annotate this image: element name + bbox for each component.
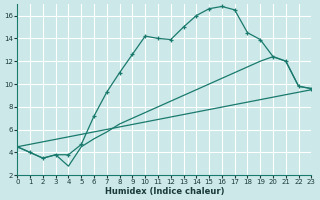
X-axis label: Humidex (Indice chaleur): Humidex (Indice chaleur) [105,187,224,196]
